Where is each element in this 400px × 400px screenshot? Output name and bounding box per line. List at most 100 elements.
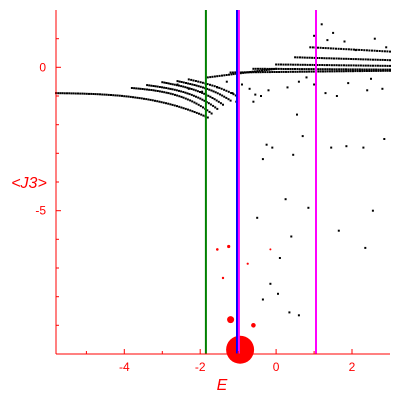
data-point-band-2 bbox=[203, 99, 206, 102]
data-point-band-0 bbox=[103, 93, 106, 96]
data-point-band-8 bbox=[363, 68, 366, 71]
data-point-band-8 bbox=[263, 67, 266, 70]
data-point-band-10 bbox=[381, 58, 384, 61]
data-point-band-10 bbox=[376, 58, 379, 61]
data-point-band-9 bbox=[306, 63, 309, 66]
data-point-band-1 bbox=[206, 109, 209, 112]
data-point-band-2 bbox=[182, 91, 185, 93]
data-point-band-0 bbox=[176, 105, 178, 108]
data-point-band-8 bbox=[259, 67, 262, 70]
data-point-band-8 bbox=[252, 67, 255, 70]
data-point-band-10 bbox=[362, 58, 365, 61]
data-point-band-1 bbox=[130, 87, 133, 89]
data-point-band-1 bbox=[150, 89, 153, 91]
data-point-band-8 bbox=[296, 68, 299, 70]
data-point-band-0 bbox=[59, 92, 62, 95]
data-point-band-11 bbox=[389, 50, 391, 53]
data-point-band-1 bbox=[137, 87, 140, 90]
data-point-band-7 bbox=[347, 70, 350, 73]
data-point-band-8 bbox=[345, 68, 347, 71]
data-point-band-7 bbox=[342, 70, 345, 73]
data-point-band-9 bbox=[318, 64, 321, 66]
data-point-band-2 bbox=[207, 102, 210, 105]
data-point-band-10 bbox=[301, 56, 304, 59]
data-point-band-8 bbox=[365, 68, 368, 71]
data-point-band-0 bbox=[88, 92, 90, 95]
data-point-band-5 bbox=[194, 80, 197, 82]
data-point-band-0 bbox=[92, 93, 95, 95]
data-point-band-7 bbox=[250, 71, 253, 74]
data-point bbox=[337, 229, 340, 232]
data-point-band-1 bbox=[139, 87, 142, 90]
data-point-band-7 bbox=[372, 69, 375, 72]
data-point-band-7 bbox=[363, 70, 366, 72]
data-point-band-8 bbox=[277, 67, 280, 70]
data-point-band-11 bbox=[337, 47, 340, 50]
data-point-band-0 bbox=[132, 96, 134, 99]
data-point-band-2 bbox=[173, 88, 176, 91]
data-point-band-1 bbox=[210, 112, 213, 115]
data-point-band-7 bbox=[252, 71, 255, 74]
data-point bbox=[343, 40, 346, 43]
red-data-point bbox=[269, 248, 272, 251]
data-point-band-11 bbox=[358, 48, 361, 51]
data-point-band-9 bbox=[350, 64, 353, 67]
data-point bbox=[267, 89, 270, 92]
data-point bbox=[225, 80, 228, 83]
data-point-band-4 bbox=[208, 88, 211, 91]
data-point-band-7 bbox=[275, 71, 278, 73]
data-point-band-4 bbox=[221, 94, 224, 97]
data-point-band-11 bbox=[332, 47, 335, 50]
data-point-band-7 bbox=[294, 70, 297, 73]
data-point-band-6 bbox=[265, 69, 268, 71]
data-point-band-0 bbox=[127, 95, 130, 98]
data-point-band-6 bbox=[209, 76, 212, 79]
data-point bbox=[256, 216, 259, 219]
data-point-band-10 bbox=[311, 56, 314, 59]
data-point-band-5 bbox=[209, 83, 211, 86]
data-point-band-10 bbox=[328, 57, 331, 60]
data-point-band-2 bbox=[154, 85, 157, 88]
data-point-band-1 bbox=[135, 87, 138, 90]
data-point-band-1 bbox=[143, 88, 146, 91]
data-point-band-3 bbox=[178, 84, 180, 87]
data-point-band-5 bbox=[192, 79, 195, 82]
data-point-band-7 bbox=[259, 71, 262, 74]
data-point-band-8 bbox=[354, 68, 357, 71]
data-point-band-3 bbox=[186, 86, 189, 89]
data-point-band-4 bbox=[178, 80, 181, 83]
data-point bbox=[381, 87, 384, 90]
data-point-band-7 bbox=[287, 70, 290, 73]
red-data-points bbox=[216, 244, 272, 364]
data-point bbox=[313, 34, 316, 37]
data-point-band-9 bbox=[384, 64, 387, 67]
data-point-band-6 bbox=[251, 70, 254, 73]
data-point-band-3 bbox=[173, 83, 176, 86]
data-point-band-9 bbox=[381, 64, 384, 67]
data-point-band-11 bbox=[368, 49, 371, 52]
data-point-band-10 bbox=[369, 58, 372, 61]
data-point-band-7 bbox=[328, 70, 331, 73]
data-point-band-8 bbox=[291, 68, 294, 70]
data-point bbox=[297, 80, 300, 83]
data-point-band-3 bbox=[182, 85, 185, 88]
data-point-band-8 bbox=[379, 68, 382, 71]
data-point-band-7 bbox=[303, 70, 306, 73]
data-point-band-9 bbox=[352, 64, 355, 67]
data-point bbox=[216, 86, 219, 89]
data-point-band-0 bbox=[191, 110, 194, 113]
data-point-band-2 bbox=[192, 94, 195, 97]
data-point-band-11 bbox=[365, 49, 368, 52]
data-point-band-0 bbox=[184, 107, 187, 110]
data-point-band-6 bbox=[246, 71, 249, 74]
data-point-band-7 bbox=[264, 71, 267, 74]
data-point-band-9 bbox=[311, 63, 314, 66]
data-point-band-5 bbox=[220, 87, 223, 90]
data-point-band-0 bbox=[110, 94, 112, 96]
data-point-band-11 bbox=[317, 46, 319, 49]
data-point-band-0 bbox=[81, 92, 84, 95]
data-point-band-0 bbox=[169, 103, 172, 106]
data-point bbox=[241, 83, 243, 86]
red-data-point bbox=[221, 276, 225, 280]
data-point-band-0 bbox=[105, 93, 108, 96]
